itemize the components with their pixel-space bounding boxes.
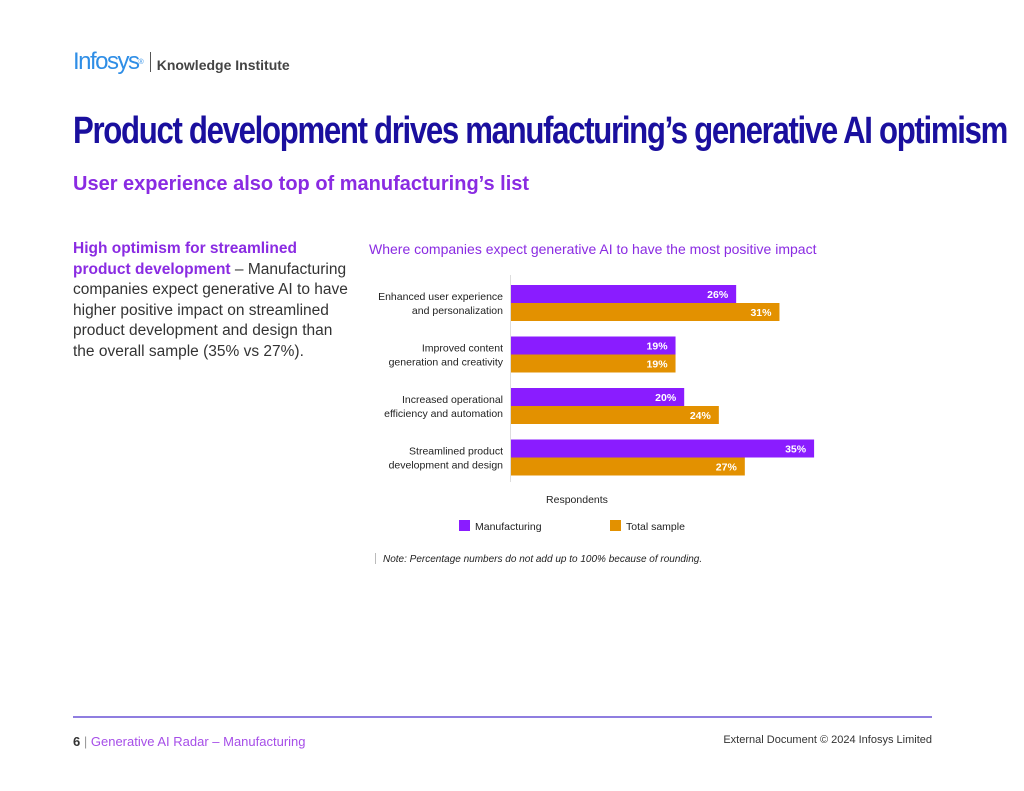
logo-mark: Infosys [73,48,140,75]
copyright: External Document © 2024 Infosys Limited [723,734,932,746]
bar-total-sample [511,303,780,321]
data-label: 35% [785,444,807,456]
category-label: Enhanced user experience [378,291,503,303]
lead-paragraph: High optimism for streamlined product de… [73,239,348,362]
logo-divider [149,52,151,72]
bar-total-sample [511,354,676,373]
bar-total-sample [511,406,719,424]
data-label: 19% [647,359,669,371]
chart-note: Note: Percentage numbers do not add up t… [383,554,702,565]
legend-label: Manufacturing [475,521,542,533]
chart-title: Where companies expect generative AI to … [369,241,817,257]
lead-bold: High optimism for streamlined product de… [73,240,297,278]
document-name: Generative AI Radar – Manufacturing [90,734,306,749]
legend-swatch [459,520,470,531]
data-label: 26% [707,289,729,301]
category-label: and personalization [412,305,503,317]
institute-name: Knowledge Institute [156,57,290,73]
bar-total-sample [511,457,745,476]
data-label: 19% [647,341,669,353]
footer-divider [73,716,932,718]
category-label: Improved content [422,343,503,355]
data-label: 27% [716,462,738,474]
category-label: Increased operational [402,394,503,406]
bar-manufacturing [511,388,685,406]
logo-registered: ® [138,58,144,66]
data-label: 31% [750,307,772,319]
legend-swatch [610,520,621,531]
category-label: generation and creativity [389,357,504,369]
page-subtitle: User experience also top of manufacturin… [73,173,530,195]
infosys-logo: Infosys ® Knowledge Institute [73,48,290,76]
footer-left: 6 | Generative AI Radar – Manufacturing [73,734,306,749]
lead-text: – Manufacturing companies expect generat… [73,260,348,360]
bar-manufacturing [511,439,815,458]
category-label: development and design [389,460,504,472]
category-label: efficiency and automation [384,408,503,420]
bar-chart: Enhanced user experience and personalizat… [375,275,815,565]
category-label: Streamlined product [409,446,503,458]
legend-label: Total sample [626,521,685,533]
data-label: 20% [655,392,677,404]
page-number: 6 [73,734,81,749]
x-axis-label: Respondents [546,494,608,506]
page-title: Product development drives manufacturing… [73,110,1008,152]
data-label: 24% [690,410,712,422]
bar-manufacturing [511,285,737,303]
bar-manufacturing [511,336,676,355]
